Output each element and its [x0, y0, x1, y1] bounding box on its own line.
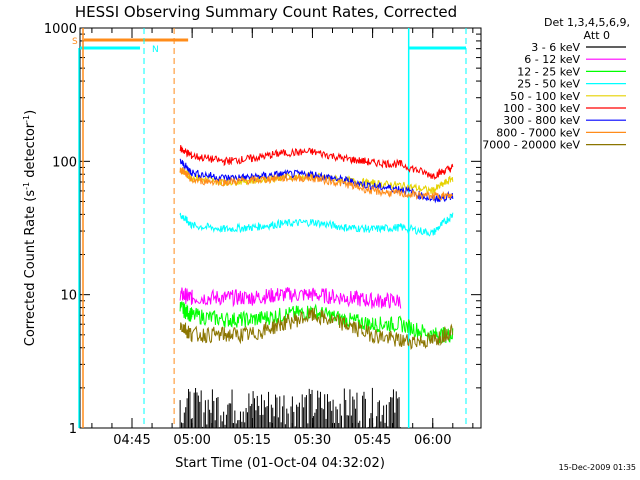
series-3-6kev [179, 387, 401, 428]
flag-label-s: S [72, 37, 78, 47]
x-tick-label: 05:45 [354, 433, 391, 448]
flag-label-n: N [152, 45, 159, 55]
series-line-6-12-kev [179, 287, 402, 309]
y-axis-label-a: Corrected Count Rate (s [23, 190, 38, 347]
x-axis-label: Start Time (01-Oct-04 04:32:02) [175, 456, 385, 471]
y-axis-label-sup1: -1 [22, 182, 31, 190]
y-tick-label: 1 [69, 422, 77, 437]
series-line-25-50-kev [179, 212, 454, 237]
legend-label: 6 - 12 keV [524, 53, 580, 66]
x-tick-label: 05:15 [234, 433, 271, 448]
legend-header-2: Att 0 [584, 29, 610, 42]
y-axis-label-b: detector [23, 122, 38, 182]
series-line-12-25-kev [179, 301, 454, 344]
x-tick-label: 06:00 [414, 433, 451, 448]
plot-frame [79, 27, 482, 429]
series-line-7000-20000-kev [179, 307, 454, 350]
legend-label: 25 - 50 keV [517, 78, 580, 91]
legend-label: 7000 - 20000 keV [482, 139, 580, 152]
y-tick-label: 100 [52, 155, 77, 170]
y-tick-label: 1000 [44, 22, 77, 37]
y-tick-label: 10 [60, 289, 77, 304]
y-axis-label: Corrected Count Rate (s-1 detector-1) [22, 110, 38, 346]
y-axis-label-sup2: -1 [22, 115, 31, 123]
legend-label: 3 - 6 keV [531, 41, 580, 54]
series-line-100-300-kev [179, 144, 454, 181]
legend-label: 300 - 800 keV [503, 114, 580, 127]
legend-label: 50 - 100 keV [510, 90, 580, 103]
chart-timestamp: 15-Dec-2009 01:35 [559, 463, 636, 472]
legend-label: 100 - 300 keV [503, 102, 580, 115]
chart-title: HESSI Observing Summary Count Rates, Cor… [75, 3, 457, 21]
x-tick-label: 04:45 [113, 433, 150, 448]
legend-header-1: Det 1,3,4,5,6,9, [544, 16, 630, 29]
series-line-300-800-kev [179, 158, 454, 204]
y-axis-label-c: ) [23, 110, 38, 115]
plot-area: 1 10 100 1000 04:45 05:00 05:15 05:30 05:45 06:00… [44, 22, 482, 448]
legend-label: 12 - 25 keV [517, 65, 580, 78]
legend-label: 800 - 7000 keV [496, 126, 580, 139]
x-tick-label: 05:00 [173, 433, 210, 448]
series-line-800-7000-kev [179, 167, 453, 201]
series-line-50-100-kev [179, 167, 454, 195]
x-tick-label: 05:30 [294, 433, 331, 448]
